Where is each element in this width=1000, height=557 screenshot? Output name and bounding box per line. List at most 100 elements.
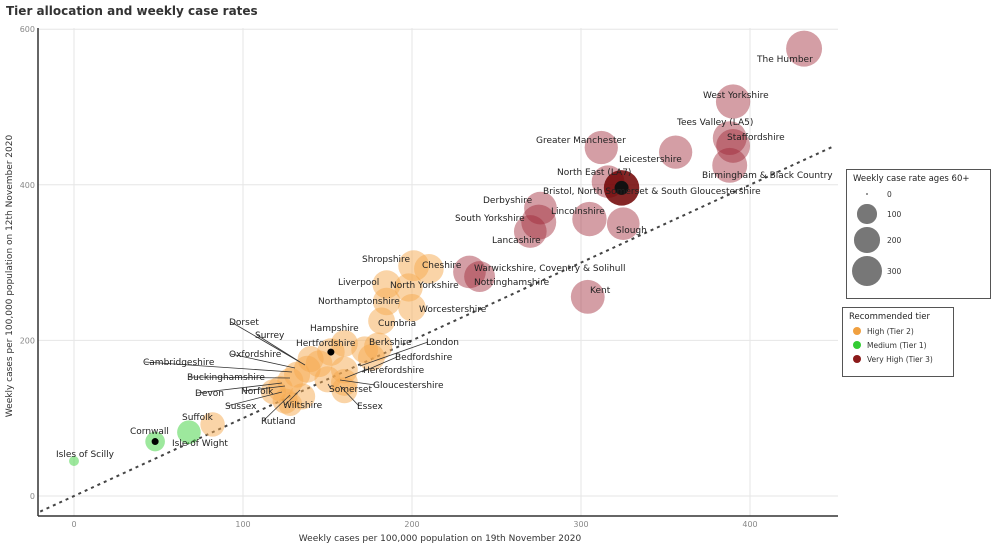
point-label: Worcestershire [419, 305, 487, 315]
point-label: Bedfordshire [395, 353, 453, 363]
size-legend-entry: 300 [847, 254, 990, 288]
point-label: Leicestershire [619, 155, 682, 165]
data-point [712, 147, 748, 183]
tier-legend-dot [853, 341, 861, 349]
label-leader [144, 361, 293, 373]
point-label: West Yorkshire [703, 91, 769, 101]
x-tick-label: 100 [235, 520, 250, 529]
data-point-marker [327, 348, 335, 356]
label-leader [256, 334, 301, 363]
point-label: Northamptonshire [318, 297, 400, 307]
point-label: Norfolk [241, 387, 274, 397]
y-tick-label: 600 [20, 25, 35, 34]
point-labels: The Humber West Yorkshire Tees Valley (LA5… [56, 55, 833, 460]
size-legend-entry: 100 [847, 202, 990, 226]
y-tick-label: 200 [20, 336, 35, 345]
label-leader [327, 383, 332, 390]
point-label: Surrey [255, 331, 285, 341]
tier-legend-dot [853, 327, 861, 335]
tier-legend-entry: Medium (Tier 1) [843, 338, 953, 352]
point-label: Oxfordshire [229, 350, 282, 360]
data-point [584, 130, 618, 165]
label-leader [339, 379, 376, 386]
point-label: Lancashire [492, 236, 541, 246]
color-legend: Recommended tier High (Tier 2) Medium (Ti… [842, 307, 954, 377]
x-tick-label: 400 [742, 520, 757, 529]
size-legend-label: 200 [887, 235, 902, 245]
data-point [398, 293, 426, 322]
tier-legend-label: High (Tier 2) [867, 326, 914, 336]
point-label: Staffordshire [727, 133, 785, 143]
tier-legend-label: Medium (Tier 1) [867, 340, 927, 350]
size-legend-dot [857, 204, 877, 224]
point-label: Warwickshire, Coventry & Solihull [474, 264, 626, 274]
y-tick-label: 0 [30, 492, 35, 501]
data-point [659, 135, 693, 169]
color-legend-title: Recommended tier [849, 312, 930, 322]
data-point [69, 456, 79, 466]
x-tick-label: 300 [573, 520, 588, 529]
point-label: Slough [616, 226, 647, 236]
tier-legend-dot [853, 355, 861, 363]
label-leader [359, 341, 429, 367]
reference-line [39, 144, 835, 513]
label-leader [188, 376, 291, 379]
data-point [606, 207, 640, 241]
y-tick-label: 400 [20, 181, 35, 190]
label-leader [361, 356, 398, 373]
point-label: North East (LA7) [557, 168, 631, 178]
point-label: Isle of Wight [172, 439, 228, 449]
data-point [570, 279, 605, 314]
x-tick-label: 200 [404, 520, 419, 529]
data-point [712, 121, 747, 156]
data-point-marker [614, 180, 629, 195]
point-label: Kent [590, 286, 611, 296]
point-label: Derbyshire [483, 196, 533, 206]
reference-line-y-equals-x [39, 144, 835, 513]
point-label: Dorset [229, 318, 259, 328]
data-point [453, 255, 486, 289]
point-label: London [426, 338, 459, 348]
point-label: Essex [357, 402, 383, 412]
point-label: Cornwall [130, 427, 169, 437]
point-label: Buckinghamshire [187, 373, 265, 383]
label-leader [284, 389, 301, 406]
y-axis-title: Weekly cases per 100,000 population on 1… [5, 135, 15, 418]
label-leader [226, 391, 283, 407]
chart-title: Tier allocation and weekly case rates [6, 4, 258, 18]
size-legend: Weekly case rate ages 60+ 0 100 200 300 [846, 169, 991, 299]
point-label: Tees Valley (LA5) [676, 118, 753, 128]
data-point [521, 204, 557, 240]
grid [38, 28, 838, 516]
data-point-marker [151, 438, 159, 446]
label-leader [344, 369, 366, 379]
data-points [69, 30, 823, 466]
point-label: Greater Manchester [536, 136, 626, 146]
size-legend-label: 100 [887, 209, 902, 219]
point-label: Suffolk [182, 413, 214, 423]
point-label: Somerset [329, 385, 372, 395]
x-tick-label: 0 [71, 520, 76, 529]
data-point [572, 201, 607, 237]
data-point [716, 128, 751, 163]
label-leader [242, 385, 286, 392]
point-label: Lincolnshire [551, 207, 605, 217]
data-point [513, 215, 547, 248]
size-legend-entry: 0 [847, 186, 990, 202]
tier-legend-entry: Very High (Tier 3) [843, 352, 953, 366]
data-point [464, 261, 496, 293]
tier-legend-label: Very High (Tier 3) [867, 354, 933, 364]
point-label: Hampshire [310, 324, 359, 334]
label-leader [262, 394, 291, 422]
point-label: Cambridgeshire [143, 358, 215, 368]
data-point [786, 30, 823, 67]
point-label: Hertfordshire [296, 339, 356, 349]
point-label: The Humber [756, 55, 813, 65]
size-legend-dot [854, 227, 880, 253]
point-label: Nottinghamshire [474, 278, 550, 288]
tier-legend-entry: High (Tier 2) [843, 324, 953, 338]
point-label: Herefordshire [363, 366, 425, 376]
label-leader [196, 382, 283, 394]
data-point [524, 191, 557, 225]
